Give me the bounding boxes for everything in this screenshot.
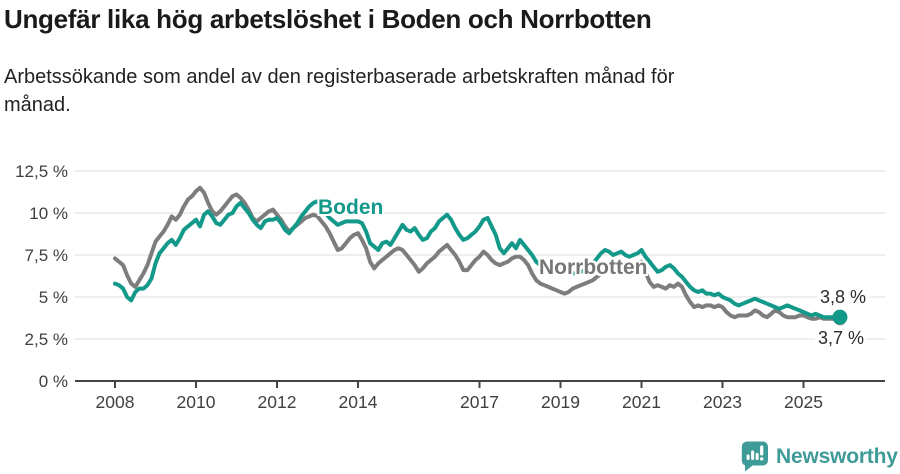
newsworthy-logo[interactable]: Newsworthy xyxy=(741,441,898,472)
x-tick-label: 2012 xyxy=(258,392,297,412)
y-tick-label: 0 % xyxy=(39,372,68,391)
x-tick-label: 2021 xyxy=(622,392,661,412)
x-tick-label: 2019 xyxy=(541,392,580,412)
x-tick-label: 2017 xyxy=(460,392,499,412)
x-tick-label: 2014 xyxy=(339,392,378,412)
y-tick-label: 5 % xyxy=(39,288,68,307)
series-label-norrbotten: Norrbotten xyxy=(539,256,648,279)
subtitle-line-2: månad. xyxy=(4,93,71,116)
y-tick-label: 7,5 % xyxy=(25,246,68,265)
y-tick-label: 10 % xyxy=(29,204,68,223)
series-line-norrbotten xyxy=(113,185,842,321)
x-tick-label: 2023 xyxy=(703,392,742,412)
page-title: Ungefär lika hög arbetslöshet i Boden oc… xyxy=(4,4,652,34)
x-tick-label: 2008 xyxy=(96,392,135,412)
chart-subtitle: Arbetssökande som andel av den registerb… xyxy=(4,64,674,119)
end-dot-norrbotten xyxy=(833,312,847,326)
y-tick-label: 2,5 % xyxy=(25,330,68,349)
end-dot-boden xyxy=(832,309,848,325)
newsworthy-bar-chart-bubble-icon xyxy=(741,441,768,472)
y-tick-label: 12,5 % xyxy=(15,162,68,181)
newsworthy-wordmark: Newsworthy xyxy=(776,444,898,468)
subtitle-line-1: Arbetssökande som andel av den registerb… xyxy=(4,66,675,88)
series-label-boden: Boden xyxy=(318,196,384,219)
x-tick-label: 2010 xyxy=(177,392,216,412)
end-value-label-boden: 3,8 % xyxy=(817,288,870,307)
x-tick-label: 2025 xyxy=(784,392,823,412)
series-line-boden xyxy=(113,199,842,320)
end-value-label-norrbotten: 3,7 % xyxy=(815,329,868,348)
